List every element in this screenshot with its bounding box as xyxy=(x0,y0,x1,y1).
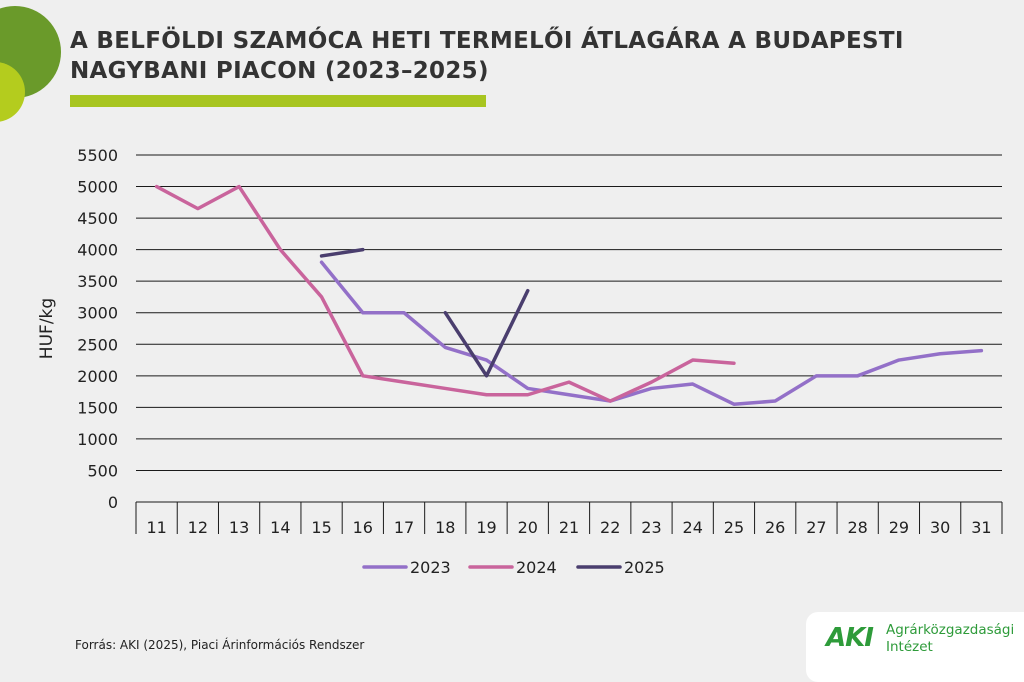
x-tick-label: 17 xyxy=(394,518,414,537)
x-tick-label: 26 xyxy=(765,518,785,537)
legend-label-2025: 2025 xyxy=(624,558,665,577)
y-tick-label: 4000 xyxy=(77,241,118,260)
chart-title-line-1: A BELFÖLDI SZAMÓCA HETI TERMELŐI ÁTLAGÁR… xyxy=(70,28,904,54)
x-tick-label: 18 xyxy=(435,518,455,537)
y-axis-label: HUF/kg xyxy=(37,298,57,359)
y-tick-label: 500 xyxy=(87,461,118,480)
decorative-circle-light xyxy=(0,62,25,122)
x-tick-label: 23 xyxy=(641,518,661,537)
x-tick-label: 29 xyxy=(889,518,909,537)
x-tick-label: 11 xyxy=(146,518,166,537)
x-tick-label: 28 xyxy=(847,518,867,537)
legend-label-2024: 2024 xyxy=(516,558,557,577)
y-tick-label: 0 xyxy=(108,493,118,512)
x-tick-label: 16 xyxy=(353,518,373,537)
source-note: Forrás: AKI (2025), Piaci Árinformációs … xyxy=(75,638,365,652)
series-line-2023 xyxy=(319,260,984,406)
x-tick-label: 14 xyxy=(270,518,290,537)
decorative-circles xyxy=(0,6,61,122)
x-tick-label: 25 xyxy=(724,518,744,537)
y-tick-label: 5500 xyxy=(77,146,118,165)
x-tick-label: 30 xyxy=(930,518,950,537)
series-line-2025 xyxy=(319,247,365,258)
legend-label-2023: 2023 xyxy=(410,558,451,577)
y-tick-label: 5000 xyxy=(77,178,118,197)
x-tick-label: 20 xyxy=(518,518,538,537)
aki-logo-mark: AKI xyxy=(826,623,874,653)
aki-logo-line-1: Agrárközgazdasági xyxy=(886,622,1015,638)
y-tick-label: 2500 xyxy=(77,335,118,354)
x-tick-label: 13 xyxy=(229,518,249,537)
x-tick-label: 12 xyxy=(188,518,208,537)
title-accent-bar xyxy=(70,95,486,107)
aki-logo-text: Agrárközgazdasági Intézet xyxy=(886,622,1014,656)
y-tick-label: 3000 xyxy=(77,304,118,323)
y-tick-label: 4500 xyxy=(77,209,118,228)
x-tick-label: 24 xyxy=(683,518,703,537)
y-tick-label: 2000 xyxy=(77,367,118,386)
chart-title: A BELFÖLDI SZAMÓCA HETI TERMELŐI ÁTLAGÁR… xyxy=(70,26,970,86)
x-tick-label: 31 xyxy=(971,518,991,537)
y-tick-label: 3500 xyxy=(77,272,118,291)
x-tick-label: 15 xyxy=(311,518,331,537)
series-line-2024 xyxy=(154,184,736,403)
chart-title-line-2: NAGYBANI PIACON (2023–2025) xyxy=(70,58,489,84)
aki-logo-line-2: Intézet xyxy=(886,639,933,655)
x-tick-label: 27 xyxy=(806,518,826,537)
line-chart: 0 500 1000 1500 2000 2500 3000 3500 4000 4500 5000… xyxy=(37,146,1003,577)
x-tick-label: 19 xyxy=(476,518,496,537)
series-line-2025 xyxy=(443,288,530,378)
y-tick-label: 1500 xyxy=(77,398,118,417)
x-tick-label: 22 xyxy=(600,518,620,537)
x-tick-label: 21 xyxy=(559,518,579,537)
y-tick-label: 1000 xyxy=(77,430,118,449)
